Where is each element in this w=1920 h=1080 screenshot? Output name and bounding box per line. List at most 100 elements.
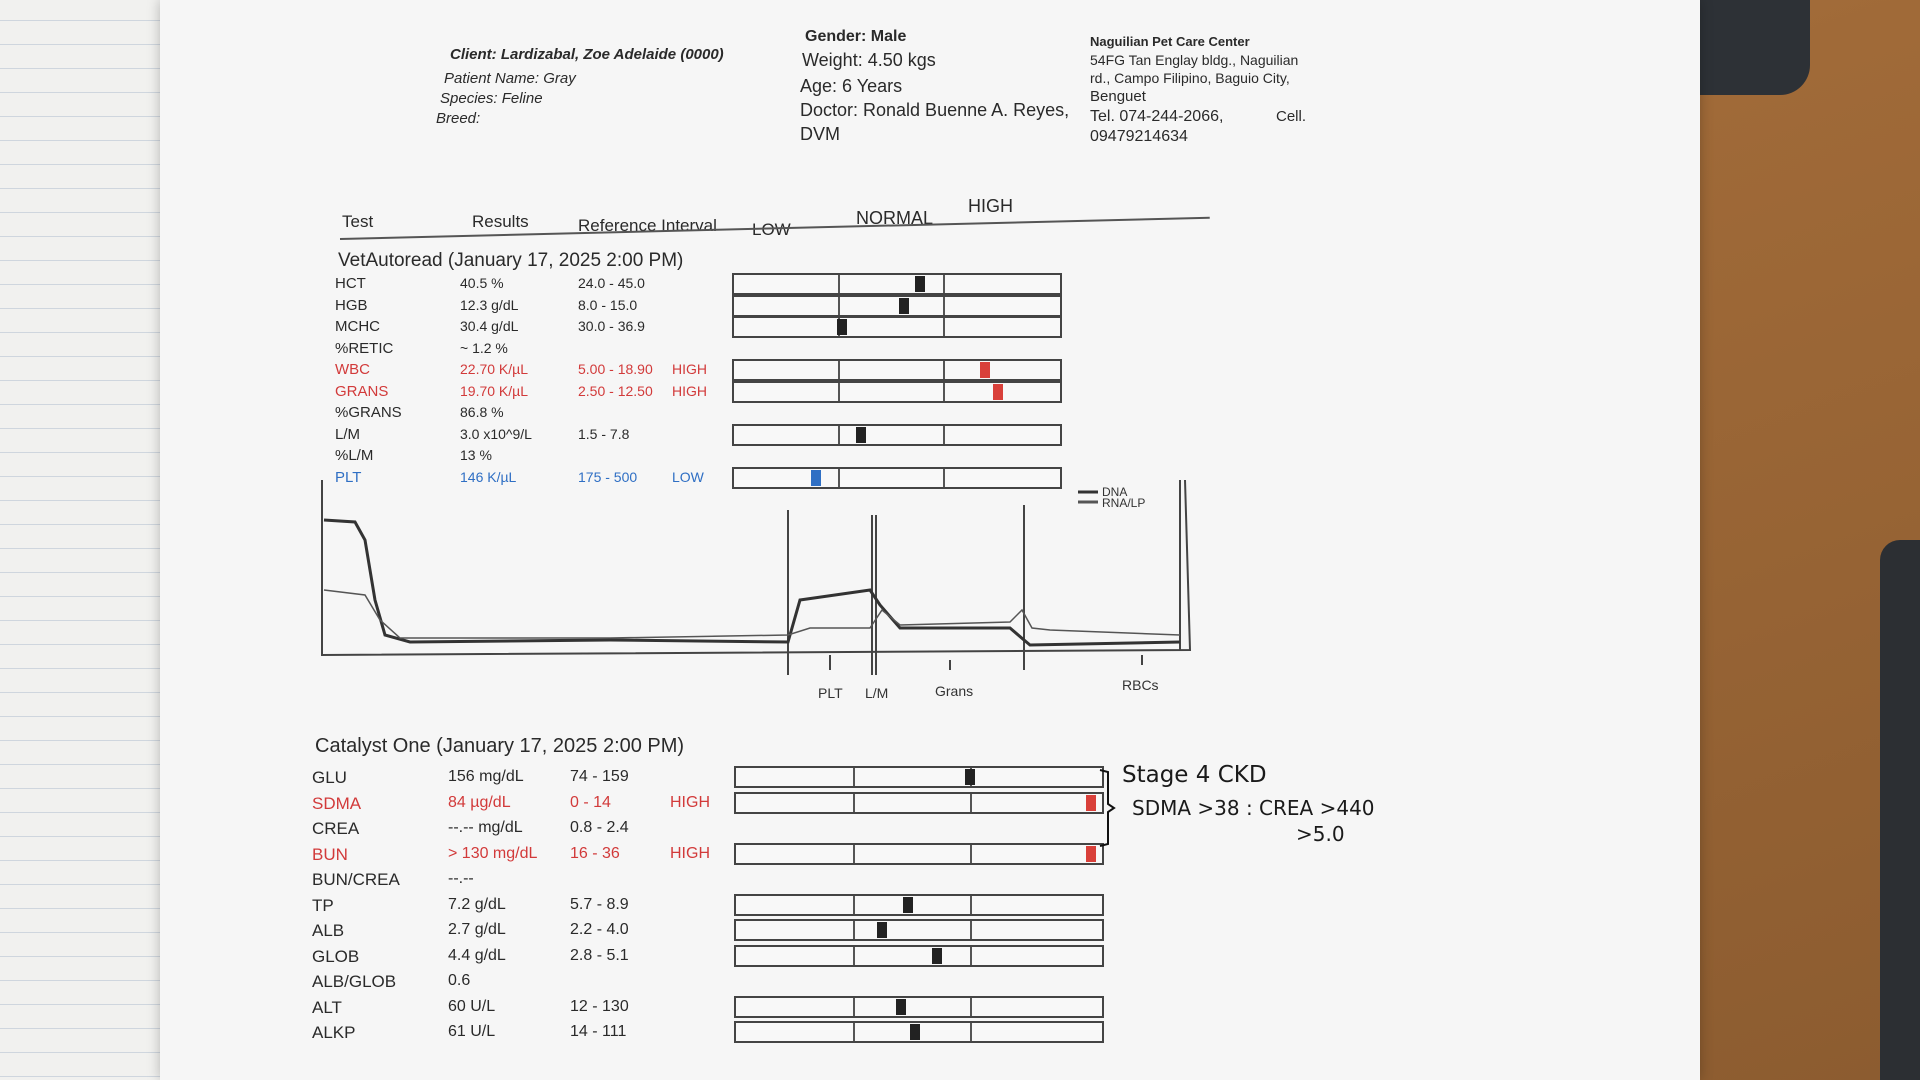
- col-low: LOW: [752, 220, 791, 239]
- test-result: 86.8 %: [460, 404, 504, 420]
- notebook-rule-line: [0, 932, 290, 933]
- range-gauge: [732, 423, 1062, 446]
- reference-interval: 14 - 111: [570, 1023, 627, 1040]
- notebook-rule-line: [0, 740, 290, 741]
- range-gauge: [734, 995, 1104, 1018]
- gauge-divider: [853, 1023, 856, 1041]
- notebook-rule-line: [0, 548, 290, 549]
- reference-interval: 1.5 - 7.8: [578, 425, 630, 442]
- flag-label: HIGH: [672, 382, 707, 399]
- gauge-divider: [853, 997, 856, 1016]
- reference-interval: 5.7 - 8.9: [570, 895, 629, 913]
- flag-label: HIGH: [670, 793, 710, 811]
- gauge-divider: [838, 468, 841, 487]
- test-result: --.-- mg/dL: [448, 819, 523, 836]
- clinic-name: Naguilian Pet Care Center: [1090, 34, 1250, 49]
- clinic-address-3: Benguet: [1090, 88, 1146, 105]
- lab-report-sheet: Client: Lardizabal, Zoe Adelaide (0000) …: [160, 0, 1700, 1080]
- notebook-rule-line: [0, 44, 290, 45]
- clinic-telephone: Tel. 074-244-2066,: [1090, 108, 1224, 125]
- legend-rna: RNA/LP: [1102, 496, 1145, 510]
- dna-trace: [323, 518, 1181, 647]
- notebook-rule-line: [0, 284, 290, 285]
- reference-interval: 0.8 - 2.4: [570, 819, 629, 836]
- notebook-rule-line: [0, 716, 290, 717]
- label-rbcs: RBCs: [1122, 677, 1159, 693]
- vetautoread-title: VetAutoread (January 17, 2025 2:00 PM): [338, 250, 684, 271]
- col-high: HIGH: [968, 196, 1013, 216]
- notebook-rule-line: [0, 476, 290, 477]
- notebook-rule-line: [0, 260, 290, 261]
- test-result: 40.5 %: [460, 275, 504, 291]
- clinic-address-1: 54FG Tan Englay bldg., Naguilian: [1090, 52, 1299, 68]
- notebook-rule-line: [0, 92, 290, 93]
- test-name: TP: [312, 895, 334, 915]
- range-gauge: [734, 893, 1104, 916]
- rna-trace: [323, 589, 1181, 639]
- gauge-divider: [838, 425, 841, 444]
- label-plt: PLT: [818, 685, 843, 701]
- test-result: 146 K/µL: [460, 468, 517, 485]
- result-marker: [910, 1024, 921, 1040]
- result-marker: [903, 896, 914, 913]
- range-gauge: [734, 919, 1104, 941]
- test-name: SDMA: [312, 793, 362, 813]
- notebook-rule-line: [0, 644, 290, 645]
- notebook-rule-line: [0, 212, 290, 213]
- notebook-rule-line: [0, 860, 290, 861]
- test-name: ALT: [312, 997, 342, 1017]
- range-gauge: [734, 842, 1104, 865]
- clinic-cell-number: 09479214634: [1090, 128, 1188, 145]
- notebook-rule-line: [0, 908, 290, 909]
- notebook-rule-line: [0, 764, 290, 765]
- note-stage: Stage 4 CKD: [1122, 762, 1267, 788]
- reference-interval: 0 - 14: [570, 793, 611, 811]
- gauge-divider: [942, 361, 945, 379]
- gauge-divider: [838, 361, 841, 379]
- notebook-rule-line: [0, 788, 290, 789]
- gauge-divider: [970, 844, 973, 863]
- result-marker: [980, 362, 991, 378]
- reference-interval: 24.0 - 45.0: [578, 275, 645, 291]
- doctor: Doctor: Ronald Buenne A. Reyes,: [800, 100, 1070, 120]
- note-crea-threshold: >5.0: [1296, 822, 1345, 846]
- test-result: 156 mg/dL: [448, 768, 524, 785]
- test-name: GLU: [312, 768, 347, 787]
- test-name: GLOB: [312, 946, 360, 966]
- breed: Breed:: [436, 110, 481, 127]
- range-gauge: [732, 316, 1062, 338]
- notebook-rule-line: [0, 1076, 290, 1077]
- notebook-rule-line: [0, 668, 290, 669]
- test-result: 2.7 g/dL: [448, 921, 506, 938]
- result-marker: [895, 998, 906, 1015]
- notebook-rule-line: [0, 980, 290, 981]
- test-result: 60 U/L: [448, 997, 496, 1015]
- note-sdma-crea: SDMA >38 : CREA >440: [1132, 796, 1375, 820]
- gauge-divider: [853, 793, 856, 812]
- result-marker: [932, 947, 943, 964]
- notebook-rule-line: [0, 68, 290, 69]
- notebook-rule-line: [0, 596, 290, 597]
- result-marker: [914, 276, 925, 292]
- notebook-rule-line: [0, 1028, 290, 1029]
- gauge-divider: [853, 844, 856, 863]
- range-gauge: [734, 791, 1104, 814]
- notebook-rule-line: [0, 500, 290, 501]
- notebook-rule-line: [0, 428, 290, 429]
- gauge-divider: [853, 768, 856, 786]
- test-name: %RETIC: [335, 339, 394, 357]
- gauge-divider: [838, 382, 841, 401]
- reference-interval: 74 - 159: [570, 768, 629, 785]
- test-name: ALB: [312, 921, 345, 940]
- reference-interval: 5.00 - 18.90: [578, 361, 653, 377]
- test-result: 61 U/L: [448, 1023, 496, 1040]
- test-name: PLT: [335, 468, 362, 486]
- range-gauge: [734, 944, 1104, 967]
- reference-interval: 16 - 36: [570, 844, 620, 862]
- test-name: %GRANS: [335, 404, 402, 421]
- gauge-divider: [838, 275, 841, 293]
- notebook-rule-line: [0, 572, 290, 573]
- test-result: 30.4 g/dL: [460, 318, 519, 334]
- range-gauge: [732, 273, 1062, 295]
- notebook-rule-line: [0, 116, 290, 117]
